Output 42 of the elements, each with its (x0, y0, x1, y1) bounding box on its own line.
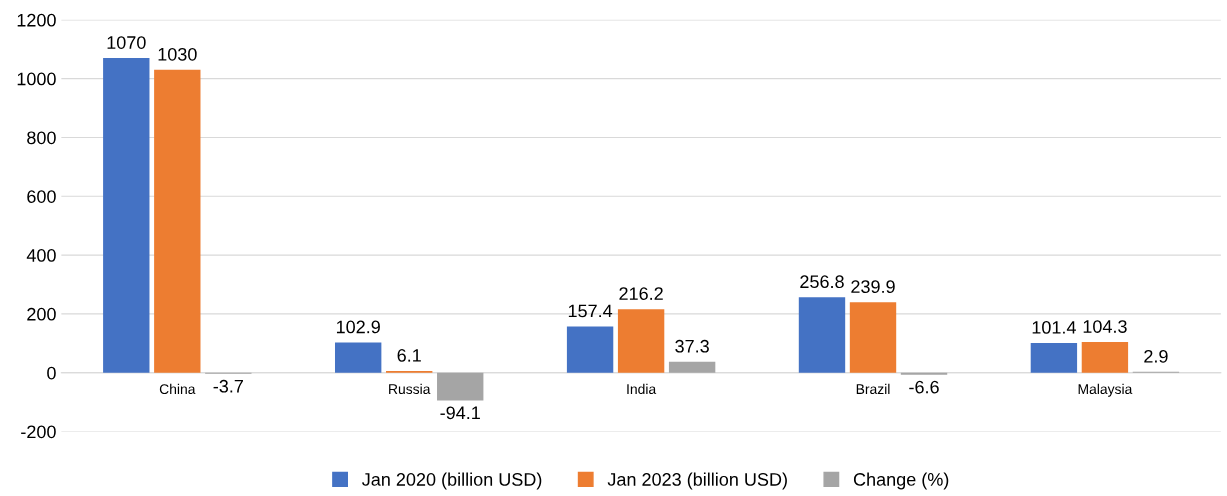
y-tick-label: 1000 (17, 72, 56, 86)
data-label: 101.4 (1032, 320, 1076, 334)
y-tick-label: 200 (27, 307, 56, 321)
data-label: 216.2 (619, 287, 663, 301)
bar (1081, 342, 1129, 373)
x-tick-label: Russia (389, 383, 431, 395)
data-label: -94.1 (440, 406, 480, 420)
legend-label: Jan 2020 (billion USD) (362, 472, 542, 490)
data-label: 1070 (107, 36, 146, 49)
y-tick-label: 800 (27, 131, 56, 145)
data-label: 2.9 (1144, 349, 1168, 363)
x-tick-label: China (159, 383, 196, 395)
data-label: 102.9 (336, 320, 380, 334)
bar (566, 326, 614, 373)
data-label: 37.3 (675, 339, 709, 353)
x-tick-label: Malaysia (1078, 383, 1133, 397)
y-tick-label: -200 (21, 425, 56, 439)
legend-label: Change (%) (853, 472, 949, 490)
data-label: -3.7 (213, 379, 243, 393)
bar (798, 297, 846, 373)
x-tick-label: India (627, 383, 657, 395)
data-label: 157.4 (568, 304, 613, 318)
y-tick-label: 600 (27, 190, 56, 203)
legend-label: Jan 2023 (billion USD) (607, 472, 787, 490)
bar (1030, 342, 1078, 373)
data-label: 6.1 (397, 349, 421, 362)
y-tick-label: 1200 (17, 13, 56, 27)
bar (668, 361, 716, 373)
data-label: 239.9 (851, 280, 895, 294)
data-label: 256.8 (800, 275, 844, 289)
bar (154, 69, 201, 373)
bar (437, 372, 484, 401)
y-tick-label: 400 (26, 249, 56, 262)
bar (103, 58, 150, 373)
bar (335, 342, 382, 373)
data-label: 1030 (158, 47, 197, 61)
bar (617, 309, 665, 373)
x-tick-label: Brazil (856, 383, 890, 395)
data-label: -6.6 (909, 380, 939, 394)
y-tick-label: 0 (47, 366, 56, 380)
data-label: 104.3 (1083, 320, 1127, 333)
bar (849, 302, 897, 373)
